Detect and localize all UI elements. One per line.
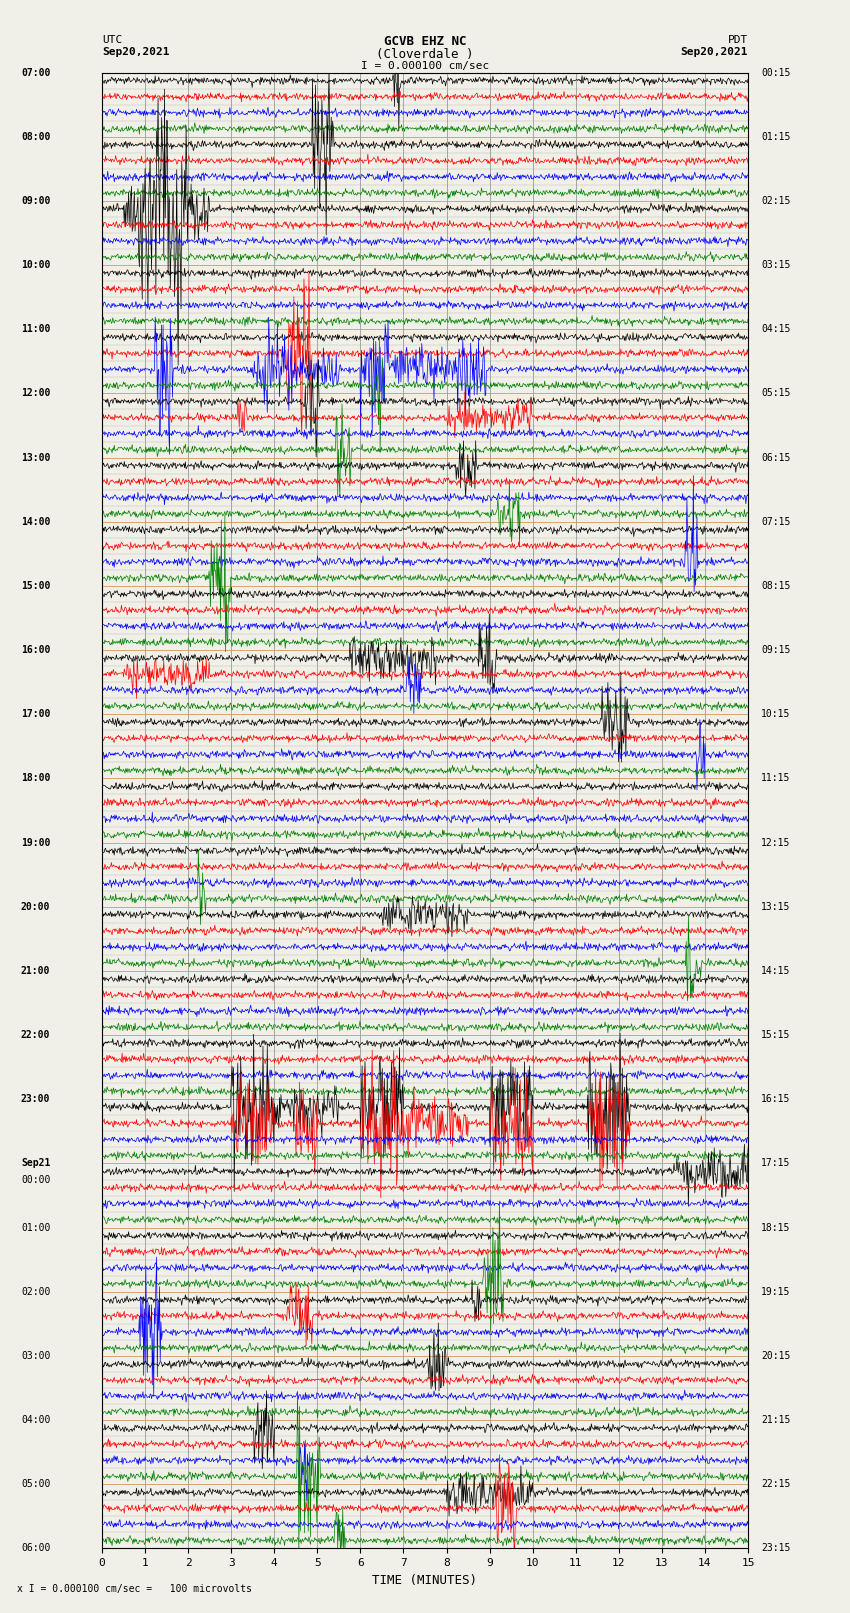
Text: 04:00: 04:00 xyxy=(21,1415,50,1426)
Text: 13:00: 13:00 xyxy=(21,453,50,463)
Text: 22:00: 22:00 xyxy=(21,1031,50,1040)
Text: 08:15: 08:15 xyxy=(761,581,790,590)
Text: 08:00: 08:00 xyxy=(21,132,50,142)
Text: (Cloverdale ): (Cloverdale ) xyxy=(377,48,473,61)
Text: 21:15: 21:15 xyxy=(761,1415,790,1426)
Text: UTC: UTC xyxy=(102,35,122,45)
Text: 19:15: 19:15 xyxy=(761,1287,790,1297)
Text: 18:00: 18:00 xyxy=(21,774,50,784)
Text: 05:15: 05:15 xyxy=(761,389,790,398)
Text: 06:15: 06:15 xyxy=(761,453,790,463)
Text: 07:15: 07:15 xyxy=(761,516,790,527)
Text: 06:00: 06:00 xyxy=(21,1544,50,1553)
Text: 22:15: 22:15 xyxy=(761,1479,790,1489)
Text: I = 0.000100 cm/sec: I = 0.000100 cm/sec xyxy=(361,61,489,71)
Text: 14:00: 14:00 xyxy=(21,516,50,527)
Text: 13:15: 13:15 xyxy=(761,902,790,911)
Text: Sep20,2021: Sep20,2021 xyxy=(681,47,748,56)
Text: 10:00: 10:00 xyxy=(21,260,50,269)
Text: 15:00: 15:00 xyxy=(21,581,50,590)
Text: 20:00: 20:00 xyxy=(21,902,50,911)
Text: 05:00: 05:00 xyxy=(21,1479,50,1489)
Text: Sep20,2021: Sep20,2021 xyxy=(102,47,169,56)
Text: 12:00: 12:00 xyxy=(21,389,50,398)
Text: GCVB EHZ NC: GCVB EHZ NC xyxy=(383,35,467,48)
Text: PDT: PDT xyxy=(728,35,748,45)
Text: 19:00: 19:00 xyxy=(21,837,50,847)
Text: 20:15: 20:15 xyxy=(761,1352,790,1361)
Text: 23:15: 23:15 xyxy=(761,1544,790,1553)
Text: 02:00: 02:00 xyxy=(21,1287,50,1297)
Text: 21:00: 21:00 xyxy=(21,966,50,976)
Text: 04:15: 04:15 xyxy=(761,324,790,334)
Text: 02:15: 02:15 xyxy=(761,195,790,206)
Text: 01:00: 01:00 xyxy=(21,1223,50,1232)
Text: 03:00: 03:00 xyxy=(21,1352,50,1361)
Text: 10:15: 10:15 xyxy=(761,710,790,719)
Text: Sep21: Sep21 xyxy=(21,1158,50,1168)
Text: 11:15: 11:15 xyxy=(761,774,790,784)
Text: 14:15: 14:15 xyxy=(761,966,790,976)
Text: 12:15: 12:15 xyxy=(761,837,790,847)
Text: 09:00: 09:00 xyxy=(21,195,50,206)
Text: 17:00: 17:00 xyxy=(21,710,50,719)
Text: 18:15: 18:15 xyxy=(761,1223,790,1232)
Text: 00:00: 00:00 xyxy=(21,1174,50,1184)
Text: 17:15: 17:15 xyxy=(761,1158,790,1168)
X-axis label: TIME (MINUTES): TIME (MINUTES) xyxy=(372,1574,478,1587)
Text: 09:15: 09:15 xyxy=(761,645,790,655)
Text: 15:15: 15:15 xyxy=(761,1031,790,1040)
Text: 03:15: 03:15 xyxy=(761,260,790,269)
Text: 23:00: 23:00 xyxy=(21,1094,50,1105)
Text: x I = 0.000100 cm/sec =   100 microvolts: x I = 0.000100 cm/sec = 100 microvolts xyxy=(17,1584,252,1594)
Text: 11:00: 11:00 xyxy=(21,324,50,334)
Text: 16:00: 16:00 xyxy=(21,645,50,655)
Text: 01:15: 01:15 xyxy=(761,132,790,142)
Text: 00:15: 00:15 xyxy=(761,68,790,77)
Text: 07:00: 07:00 xyxy=(21,68,50,77)
Text: 16:15: 16:15 xyxy=(761,1094,790,1105)
